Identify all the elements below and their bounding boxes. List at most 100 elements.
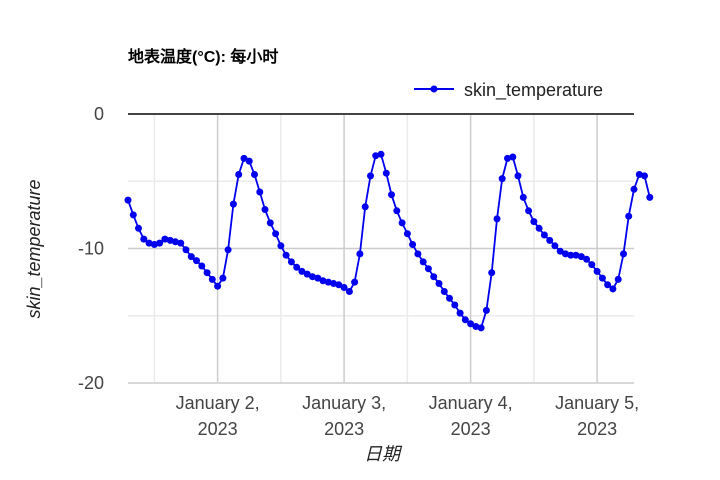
x-axis-title: 日期 xyxy=(364,444,403,464)
data-point xyxy=(593,267,601,275)
series-skin-temperature xyxy=(124,150,654,332)
data-point xyxy=(535,224,543,232)
data-point xyxy=(171,238,179,246)
data-point xyxy=(309,273,316,281)
data-point xyxy=(609,285,617,293)
data-point xyxy=(509,153,517,161)
data-point xyxy=(646,193,654,201)
data-point xyxy=(477,324,485,332)
data-point xyxy=(361,203,369,211)
data-point xyxy=(620,250,627,258)
data-point xyxy=(604,281,612,289)
data-point xyxy=(245,157,253,165)
data-point xyxy=(514,172,522,180)
data-point xyxy=(224,246,232,254)
data-point xyxy=(203,269,211,277)
data-point xyxy=(324,278,332,286)
data-point xyxy=(398,219,406,227)
data-point xyxy=(556,247,564,255)
data-point xyxy=(382,169,390,177)
data-point xyxy=(187,253,195,261)
data-point xyxy=(293,263,301,271)
x-tick-label: January 2, 2023 xyxy=(176,393,260,439)
data-point xyxy=(277,242,285,250)
data-point xyxy=(177,239,185,247)
data-point xyxy=(467,320,475,328)
series-line xyxy=(127,153,651,329)
data-point xyxy=(440,288,448,295)
data-point xyxy=(577,253,585,261)
data-point xyxy=(598,274,606,282)
data-point xyxy=(129,211,137,219)
data-point xyxy=(193,257,200,265)
y-tick-label: -10 xyxy=(78,239,104,259)
data-point xyxy=(641,172,648,180)
data-point xyxy=(498,175,506,183)
data-point xyxy=(240,154,248,162)
legend: skin_temperature xyxy=(414,80,603,101)
data-point xyxy=(282,251,290,259)
y-axis-title: skin_temperature xyxy=(24,179,44,318)
legend-dot-marker xyxy=(430,85,438,93)
data-point xyxy=(319,277,327,285)
legend-label: skin_temperature xyxy=(464,80,603,101)
data-point xyxy=(140,235,148,243)
data-point xyxy=(393,207,401,215)
data-point xyxy=(525,207,533,215)
data-point xyxy=(124,196,132,204)
data-point xyxy=(403,230,411,238)
data-point xyxy=(314,274,322,282)
data-point xyxy=(266,219,274,227)
data-point xyxy=(504,154,511,162)
x-tick-label: January 3, 2023 xyxy=(302,393,386,439)
chart-title: 地表温度(°C): 每小时 xyxy=(128,47,278,66)
data-point xyxy=(367,172,374,180)
data-point xyxy=(214,282,222,290)
data-point xyxy=(546,236,554,244)
y-tick-labels: 0 -10 -20 xyxy=(78,104,104,393)
data-point xyxy=(424,265,432,273)
data-point xyxy=(625,212,633,220)
data-point xyxy=(161,235,169,243)
data-point xyxy=(335,281,343,289)
data-point xyxy=(229,200,237,208)
data-point xyxy=(456,309,464,317)
x-tick-label: January 4, 2023 xyxy=(429,393,513,439)
data-point xyxy=(388,191,395,199)
y-tick-label: -20 xyxy=(78,373,104,393)
x-tick-labels: January 2, 2023 January 3, 2023 January 4, 20… xyxy=(176,393,640,439)
data-point xyxy=(567,251,575,259)
data-point xyxy=(583,255,591,263)
x-tick-label: January 5, 2023 xyxy=(555,393,639,439)
data-point xyxy=(488,269,496,277)
data-point xyxy=(493,215,501,223)
data-point xyxy=(419,258,427,266)
data-point xyxy=(446,294,453,302)
data-point xyxy=(303,270,311,278)
data-point xyxy=(588,261,596,269)
data-point xyxy=(377,150,385,158)
data-point xyxy=(540,231,548,239)
data-point xyxy=(156,239,164,247)
data-point xyxy=(614,275,622,283)
data-point xyxy=(198,262,206,270)
data-point xyxy=(340,284,348,291)
data-point xyxy=(482,306,490,314)
data-point xyxy=(145,239,153,247)
data-point xyxy=(208,275,216,283)
data-point xyxy=(298,267,306,275)
data-point xyxy=(372,152,380,160)
data-point xyxy=(572,251,580,259)
data-point xyxy=(256,188,264,196)
data-point xyxy=(630,185,638,193)
data-point xyxy=(356,250,364,258)
data-point xyxy=(272,230,280,238)
data-point xyxy=(451,301,459,309)
data-point xyxy=(345,288,353,295)
data-point xyxy=(219,274,227,282)
data-point xyxy=(530,218,538,226)
data-point xyxy=(287,258,295,266)
data-point xyxy=(251,171,258,178)
data-point xyxy=(135,224,142,232)
